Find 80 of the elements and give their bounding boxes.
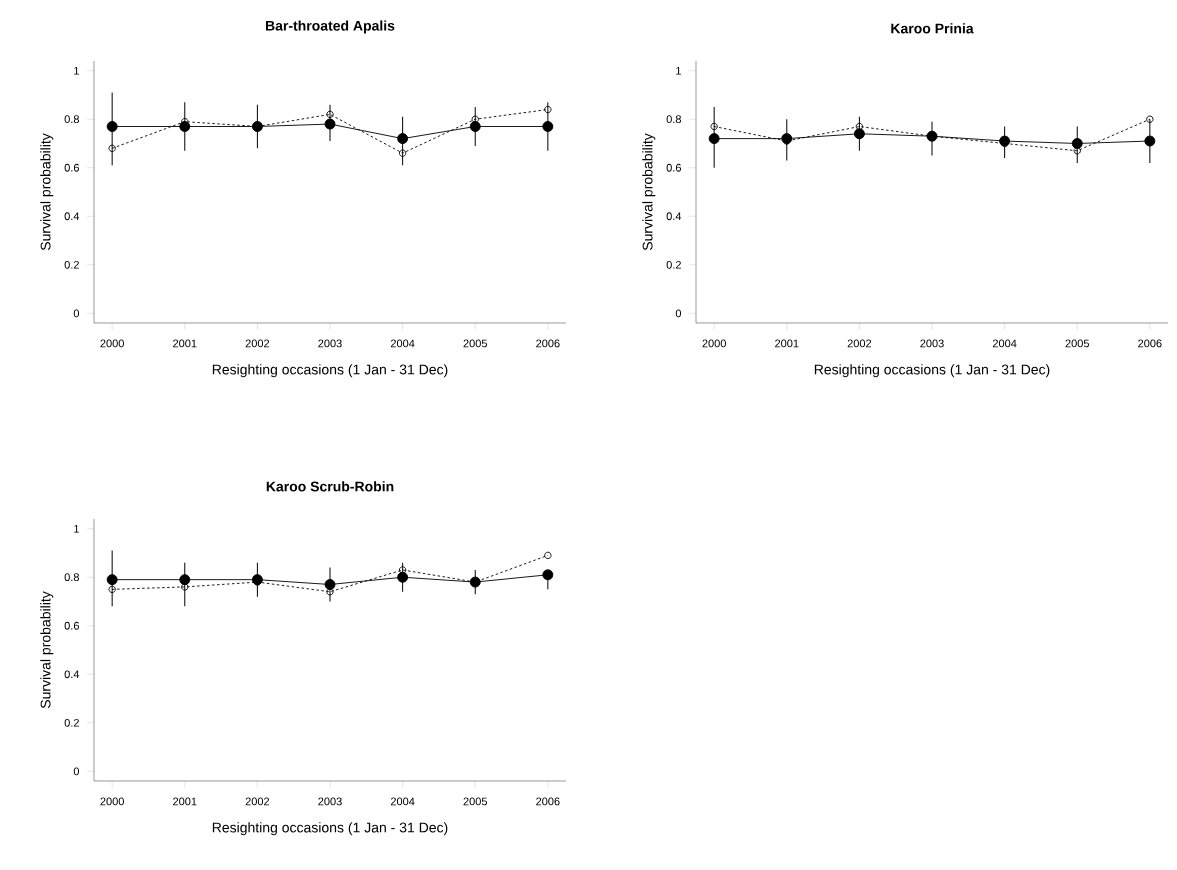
y-tick-label: 1: [676, 66, 681, 75]
point: [544, 551, 552, 560]
y-tick-label: 1: [74, 66, 79, 75]
point: [853, 128, 865, 140]
x-tick-label: 2005: [463, 797, 487, 806]
point: [710, 122, 718, 131]
x-axis-title: Resighting occasions (1 Jan - 31 Dec): [212, 364, 448, 378]
y-tick-label: 0.6: [64, 163, 79, 172]
x-tick-label: 2004: [390, 797, 415, 806]
y-axis-title: Survival probability: [40, 133, 54, 251]
y-tick-label: 0.6: [666, 163, 681, 172]
x-axis-title: Resighting occasions (1 Jan - 31 Dec): [212, 822, 448, 836]
point: [397, 133, 409, 145]
point: [324, 118, 336, 130]
y-tick-label: 1: [74, 524, 79, 533]
y-tick-label: 0.8: [666, 115, 681, 124]
point: [106, 574, 118, 586]
point: [544, 105, 552, 114]
x-tick-label: 2003: [318, 339, 342, 348]
point: [1144, 135, 1156, 147]
y-tick-label: 0.8: [64, 115, 79, 124]
point: [781, 133, 793, 145]
y-tick-label: 0.6: [64, 621, 79, 630]
point: [398, 149, 407, 157]
y-tick-label: 0.2: [666, 260, 681, 269]
x-tick-label: 2002: [245, 339, 270, 348]
chart-title: Bar-throated Apalis: [265, 20, 395, 34]
point: [251, 574, 263, 586]
x-tick-label: 2003: [920, 339, 944, 348]
x-tick-label: 2001: [173, 797, 197, 806]
y-tick-label: 0: [73, 767, 80, 776]
point: [1071, 138, 1083, 149]
x-tick-label: 2006: [536, 339, 560, 348]
point: [469, 121, 481, 132]
chart-title: Karoo Prinia: [891, 23, 974, 34]
y-axis-title: Survival probability: [642, 133, 656, 251]
x-tick-label: 2006: [536, 797, 560, 806]
y-axis-title: Survival probability: [40, 591, 54, 709]
point: [179, 121, 191, 132]
y-tick-label: 0.4: [64, 670, 80, 679]
point: [542, 569, 554, 581]
y-tick-label: 0: [675, 309, 682, 318]
x-tick-label: 2000: [100, 339, 124, 348]
x-tick-label: 2006: [1138, 339, 1162, 348]
x-tick-label: 2002: [245, 797, 270, 806]
point: [108, 585, 116, 593]
chart-title: Karoo Scrub-Robin: [266, 481, 394, 492]
x-tick-label: 2004: [992, 339, 1017, 348]
y-tick-label: 0.4: [666, 212, 682, 221]
point: [398, 566, 407, 574]
point: [1146, 115, 1154, 123]
y-tick-label: 0.8: [64, 573, 79, 582]
point: [708, 133, 720, 145]
point: [324, 579, 336, 590]
x-tick-label: 2005: [1065, 339, 1089, 348]
y-tick-label: 0.4: [64, 212, 80, 221]
x-tick-label: 2004: [390, 339, 415, 348]
x-tick-label: 2003: [318, 797, 342, 806]
point: [326, 110, 334, 119]
point: [471, 115, 479, 123]
x-tick-label: 2002: [847, 339, 872, 348]
point: [108, 144, 116, 152]
y-tick-label: 0.2: [64, 718, 79, 727]
y-tick-label: 0.2: [64, 260, 79, 269]
point: [326, 588, 334, 596]
x-tick-label: 2000: [100, 797, 124, 806]
point: [542, 121, 554, 132]
x-tick-label: 2001: [173, 339, 197, 348]
x-axis-title: Resighting occasions (1 Jan - 31 Dec): [814, 364, 1050, 378]
point: [181, 583, 189, 591]
point: [1073, 147, 1081, 155]
point: [397, 571, 409, 583]
x-tick-label: 2000: [702, 339, 726, 348]
point: [106, 121, 118, 132]
x-tick-label: 2005: [463, 339, 487, 348]
point: [999, 135, 1011, 147]
x-tick-label: 2001: [775, 339, 799, 348]
point: [855, 122, 864, 131]
y-tick-label: 0: [73, 309, 80, 318]
point: [179, 574, 191, 586]
